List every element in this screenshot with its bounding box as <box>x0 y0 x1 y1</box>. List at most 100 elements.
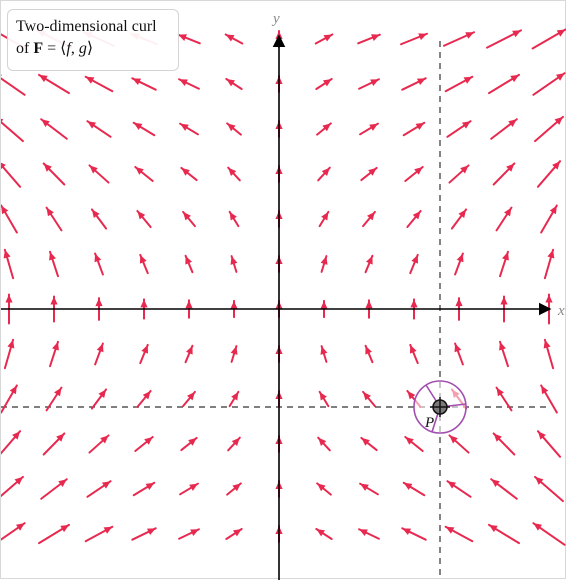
field-arrow <box>226 482 242 496</box>
field-arrow <box>534 475 564 503</box>
field-arrow <box>84 75 114 93</box>
y-axis-label: y <box>271 11 280 27</box>
field-arrow <box>228 390 240 408</box>
crosshair-point-icon[interactable] <box>430 397 450 417</box>
field-arrow <box>42 162 66 186</box>
field-arrow <box>88 164 110 184</box>
field-arrow <box>402 481 426 497</box>
field-arrow <box>316 122 332 136</box>
field-arrow <box>3 248 15 280</box>
field-arrow <box>84 525 114 543</box>
field-arrow <box>40 118 68 140</box>
field-arrow <box>94 342 104 366</box>
field-arrow <box>364 344 374 364</box>
field-arrow <box>442 31 476 47</box>
field-arrow <box>131 527 157 541</box>
field-arrow <box>358 78 380 90</box>
field-arrow <box>180 166 198 182</box>
field-arrow <box>1 162 22 188</box>
field-arrow <box>1 430 22 455</box>
field-arrow <box>38 523 70 545</box>
field-arrow <box>1 118 24 143</box>
title-line-1: Two-dimensional curl <box>16 18 157 35</box>
field-arrow <box>227 166 241 182</box>
field-arrow <box>179 482 199 496</box>
field-arrow <box>45 206 63 232</box>
field-arrow <box>490 118 518 140</box>
field-arrow <box>358 528 380 540</box>
field-arrow <box>1 522 26 541</box>
field-arrow <box>488 73 520 95</box>
field-arrow <box>531 28 566 50</box>
field-arrow <box>404 165 424 183</box>
field-arrow <box>86 480 112 498</box>
field-arrow <box>446 120 472 138</box>
field-arrow <box>317 436 331 452</box>
field-arrow <box>362 390 376 408</box>
field-arrow <box>536 430 562 458</box>
field-arrow <box>182 390 196 408</box>
field-arrow <box>450 208 468 230</box>
field-arrow <box>224 33 244 45</box>
field-arrow <box>136 389 152 409</box>
field-arrow <box>495 206 513 232</box>
title-close: ⟩ <box>86 40 94 57</box>
field-arrow <box>486 29 522 49</box>
field-arrow <box>139 253 149 275</box>
field-arrow <box>1 384 18 414</box>
field-arrow <box>315 77 333 91</box>
field-arrow <box>3 338 15 370</box>
field-arrow <box>139 343 149 365</box>
field-arrow <box>1 204 18 234</box>
field-arrow <box>225 527 243 541</box>
title-equals: = ⟨ <box>43 40 67 57</box>
field-arrow <box>448 164 470 184</box>
field-arrow <box>406 209 422 229</box>
field-arrow <box>178 528 200 540</box>
field-arrow <box>540 384 558 414</box>
title-comma: , <box>70 40 79 57</box>
field-arrow <box>180 436 198 452</box>
field-arrow <box>184 254 194 274</box>
x-axis-label: x <box>557 303 565 319</box>
field-arrow <box>40 478 68 500</box>
field-arrow <box>90 208 108 230</box>
field-arrow <box>136 209 152 229</box>
field-arrow <box>454 342 464 366</box>
field-arrow <box>49 250 59 278</box>
title-line-2: of F = ⟨f, g⟩ <box>16 38 170 60</box>
field-arrow <box>94 252 104 276</box>
field-arrow <box>404 435 424 453</box>
field-arrow <box>364 254 374 274</box>
field-arrow <box>532 72 566 96</box>
field-arrow <box>132 481 156 497</box>
field-arrow <box>318 210 330 228</box>
field-arrow <box>131 77 157 91</box>
field-arrow <box>228 210 240 228</box>
field-arrow <box>532 522 566 546</box>
field-arrow <box>45 386 63 412</box>
field-arrow <box>357 33 381 45</box>
field-arrow <box>536 160 562 188</box>
field-arrow <box>409 253 419 275</box>
field-arrow <box>317 166 331 182</box>
field-arrow <box>134 165 154 183</box>
field-arrow <box>543 248 555 280</box>
field-arrow <box>359 122 379 136</box>
field-arrow <box>182 210 196 228</box>
title-g-symbol: g <box>78 40 87 57</box>
field-arrow <box>86 120 112 138</box>
field-arrow <box>316 482 332 496</box>
field-arrow <box>362 210 376 228</box>
field-arrow <box>226 122 242 136</box>
field-arrow <box>38 73 70 95</box>
field-arrow <box>409 343 419 365</box>
field-arrow <box>401 527 427 541</box>
field-arrow <box>1 74 26 96</box>
field-arrow <box>1 475 24 498</box>
field-arrow <box>320 255 328 273</box>
field-arrow <box>134 435 154 453</box>
field-arrow <box>402 121 426 137</box>
